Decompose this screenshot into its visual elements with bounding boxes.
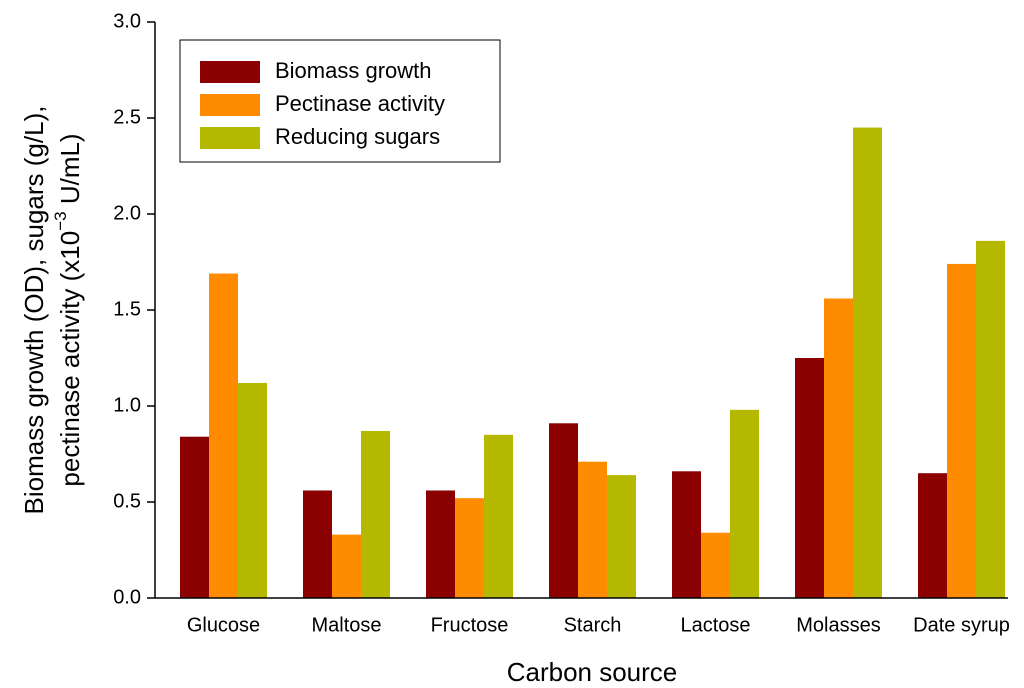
y-axis-title-sup: −3 xyxy=(51,211,70,230)
bar xyxy=(332,534,361,598)
bar xyxy=(361,430,390,598)
bar xyxy=(976,240,1005,598)
x-tick-label: Fructose xyxy=(431,614,509,636)
legend-swatch xyxy=(200,61,260,83)
legend: Biomass growth Pectinase activity Reducing… xyxy=(179,39,501,163)
legend-swatch xyxy=(200,127,260,149)
y-axis-title-line: pectinase activity (x10−3 U/mL) xyxy=(51,133,84,486)
bar xyxy=(484,434,513,598)
bar xyxy=(730,409,759,598)
bar xyxy=(238,382,267,598)
bar xyxy=(947,263,976,598)
y-tick-label: 1.5 xyxy=(113,298,141,320)
y-axis-title: Biomass growth (OD), sugars (g/L), pecti… xyxy=(19,106,85,515)
y-tick-label: 1.0 xyxy=(113,394,141,416)
bar xyxy=(455,498,484,598)
bar xyxy=(578,461,607,598)
bar xyxy=(918,473,947,598)
bar xyxy=(303,490,332,598)
x-tick-label: Molasses xyxy=(796,614,880,636)
y-axis-title-line: Biomass growth (OD), sugars (g/L), xyxy=(19,106,49,515)
x-tick-label: Glucose xyxy=(187,614,260,636)
y-axis-title-part: pectinase activity (x10 xyxy=(55,231,85,487)
bar xyxy=(795,358,824,598)
bar xyxy=(701,532,730,598)
legend-label: Pectinase activity xyxy=(275,91,445,116)
y-tick-label: 0.0 xyxy=(113,586,141,608)
bar xyxy=(209,273,238,598)
x-tick-label: Maltose xyxy=(311,614,381,636)
x-tick-label: Lactose xyxy=(680,614,750,636)
bar xyxy=(672,471,701,598)
y-tick-label: 2.0 xyxy=(113,202,141,224)
legend-label: Reducing sugars xyxy=(275,124,440,149)
bar xyxy=(549,423,578,598)
bar xyxy=(607,475,636,598)
x-tick-label: Starch xyxy=(564,614,622,636)
legend-swatch xyxy=(200,94,260,116)
bar xyxy=(426,490,455,598)
x-axis-title: Carbon source xyxy=(507,657,678,687)
y-tick-label: 3.0 xyxy=(113,10,141,32)
y-tick-label: 0.5 xyxy=(113,490,141,512)
x-tick-label: Date syrup xyxy=(913,614,1010,636)
bar xyxy=(180,436,209,598)
bar xyxy=(853,127,882,598)
y-axis-title-part: U/mL) xyxy=(55,133,85,211)
bar xyxy=(824,298,853,598)
y-tick-label: 2.5 xyxy=(113,106,141,128)
legend-label: Biomass growth xyxy=(275,58,432,83)
